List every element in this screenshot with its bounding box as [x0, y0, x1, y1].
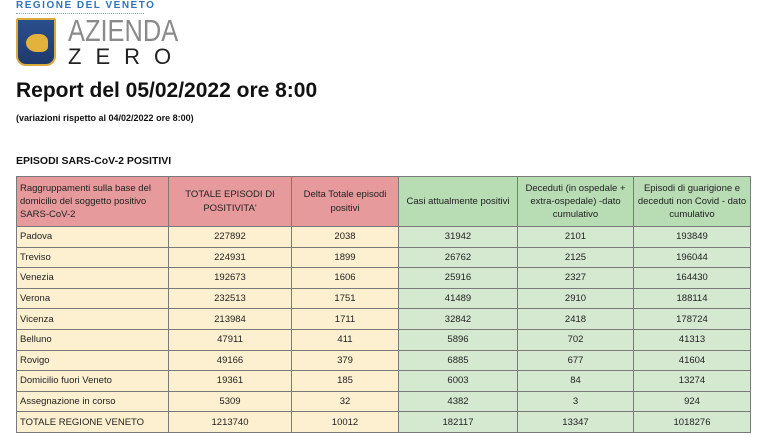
page-title: Report del 05/02/2022 ore 8:00 — [16, 79, 318, 102]
table-cell: 2125 — [517, 246, 634, 269]
table-row: Rovigo 49166 379 6885 677 41604 — [16, 349, 751, 372]
table-cell: 182117 — [398, 411, 518, 433]
table-cell: 1899 — [291, 246, 399, 269]
page-subtitle: (variazioni rispetto al 04/02/2022 ore 8… — [16, 113, 194, 123]
table-cell: 227892 — [168, 226, 292, 248]
column-header: TOTALE EPISODI DI POSITIVITA' — [168, 176, 292, 227]
table-cell: 47911 — [168, 328, 292, 351]
table-cell: 1213740 — [168, 411, 292, 433]
table-row: Padova 227892 2038 31942 2101 193849 — [16, 226, 751, 248]
table-cell: 2101 — [517, 226, 634, 248]
table-row: Venezia 192673 1606 25916 2327 164430 — [16, 267, 751, 289]
table-cell: 32842 — [398, 308, 518, 330]
table-cell: 41489 — [398, 287, 518, 310]
table-cell: 2327 — [517, 267, 634, 289]
column-header: Deceduti (in ospedale + extra-ospedale) … — [517, 176, 634, 227]
row-label: Domicilio fuori Veneto — [16, 370, 169, 392]
table-cell: 164430 — [633, 267, 751, 289]
positives-table: Raggruppamenti sulla base del domicilio … — [16, 176, 751, 433]
table-cell: 6003 — [398, 370, 518, 392]
column-header: Casi attualmente positivi — [398, 176, 518, 227]
table-cell: 49166 — [168, 349, 292, 372]
column-header: Raggruppamenti sulla base del domicilio … — [16, 176, 169, 227]
table-row: Verona 232513 1751 41489 2910 188114 — [16, 287, 751, 310]
table-cell: 32 — [291, 390, 399, 413]
region-label: REGIONE DEL VENETO — [16, 0, 156, 11]
row-label: Venezia — [16, 267, 169, 289]
table-row: TOTALE REGIONE VENETO 1213740 10012 182117 1… — [16, 411, 751, 433]
row-label: Assegnazione in corso — [16, 390, 169, 413]
table-cell: 41604 — [633, 349, 751, 372]
table-cell: 677 — [517, 349, 634, 372]
row-label: Verona — [16, 287, 169, 310]
table-cell: 196044 — [633, 246, 751, 269]
table-cell: 178724 — [633, 308, 751, 330]
row-label: Vicenza — [16, 308, 169, 330]
table-cell: 192673 — [168, 267, 292, 289]
table-cell: 31942 — [398, 226, 518, 248]
column-header: Delta Totale episodi positivi — [291, 176, 399, 227]
table-row: Domicilio fuori Veneto 19361 185 6003 84 1327… — [16, 370, 751, 392]
section-title: EPISODI SARS-CoV-2 POSITIVI — [16, 155, 172, 167]
table-cell: 19361 — [168, 370, 292, 392]
table-cell: 13274 — [633, 370, 751, 392]
row-label: Treviso — [16, 246, 169, 269]
logo-name-line2: ZERO — [68, 44, 186, 69]
table-cell: 224931 — [168, 246, 292, 269]
table-cell: 924 — [633, 390, 751, 413]
table-cell: 41313 — [633, 328, 751, 351]
row-label: Rovigo — [16, 349, 169, 372]
table-cell: 26762 — [398, 246, 518, 269]
divider — [16, 13, 144, 14]
table-cell: 6885 — [398, 349, 518, 372]
table-cell: 3 — [517, 390, 634, 413]
table-cell: 193849 — [633, 226, 751, 248]
table-cell: 379 — [291, 349, 399, 372]
table-row: Belluno 47911 411 5896 702 41313 — [16, 328, 751, 351]
lion-crest-icon — [16, 18, 56, 66]
table-cell: 5896 — [398, 328, 518, 351]
table-cell: 5309 — [168, 390, 292, 413]
table-cell: 2038 — [291, 226, 399, 248]
table-cell: 2910 — [517, 287, 634, 310]
column-header: Episodi di guarigione e deceduti non Cov… — [633, 176, 751, 227]
table-cell: 25916 — [398, 267, 518, 289]
table-cell: 84 — [517, 370, 634, 392]
table-cell: 1711 — [291, 308, 399, 330]
table-row: Vicenza 213984 1711 32842 2418 178724 — [16, 308, 751, 330]
table-cell: 1606 — [291, 267, 399, 289]
table-cell: 10012 — [291, 411, 399, 433]
table-cell: 2418 — [517, 308, 634, 330]
table-cell: 411 — [291, 328, 399, 351]
table-cell: 702 — [517, 328, 634, 351]
table-row: Treviso 224931 1899 26762 2125 196044 — [16, 246, 751, 269]
table-header-row: Raggruppamenti sulla base del domicilio … — [16, 176, 751, 227]
table-cell: 185 — [291, 370, 399, 392]
table-cell: 188114 — [633, 287, 751, 310]
table-cell: 232513 — [168, 287, 292, 310]
table-row: Assegnazione in corso 5309 32 4382 3 924 — [16, 390, 751, 413]
row-label: Belluno — [16, 328, 169, 351]
row-label: Padova — [16, 226, 169, 248]
table-cell: 1018276 — [633, 411, 751, 433]
table-cell: 13347 — [517, 411, 634, 433]
table-cell: 4382 — [398, 390, 518, 413]
row-label: TOTALE REGIONE VENETO — [16, 411, 169, 433]
table-cell: 213984 — [168, 308, 292, 330]
table-cell: 1751 — [291, 287, 399, 310]
logo-name-line1: AZIENDA — [68, 13, 179, 48]
